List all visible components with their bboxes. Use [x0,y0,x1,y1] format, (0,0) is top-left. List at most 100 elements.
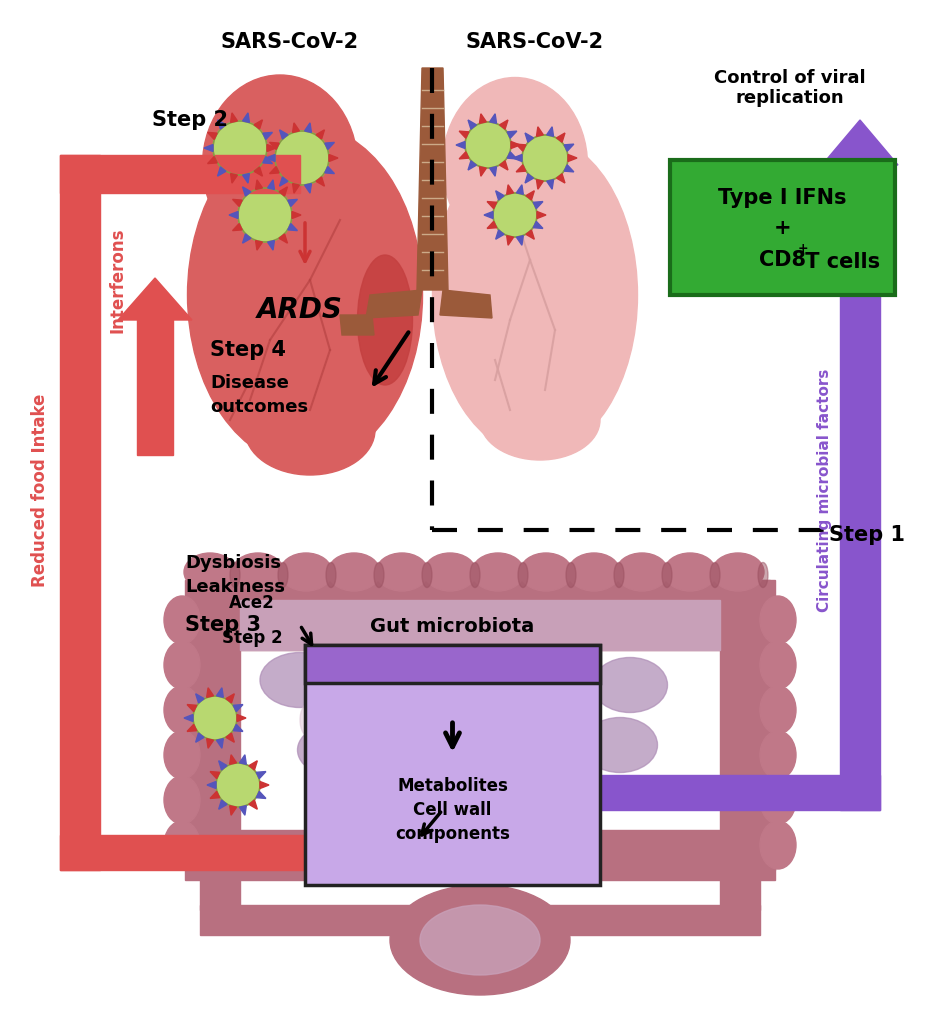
Polygon shape [249,800,258,809]
Ellipse shape [508,668,583,723]
Polygon shape [217,120,226,129]
Polygon shape [279,233,288,243]
Polygon shape [292,212,301,218]
Polygon shape [254,120,262,129]
Polygon shape [210,792,220,799]
Polygon shape [490,114,496,123]
Ellipse shape [260,652,340,708]
Text: Step 4: Step 4 [210,340,286,360]
Polygon shape [229,806,237,815]
Text: T cells: T cells [797,252,880,272]
Polygon shape [316,130,324,139]
Polygon shape [533,221,543,228]
Polygon shape [507,236,513,245]
Polygon shape [487,202,496,209]
Polygon shape [568,155,577,162]
Ellipse shape [432,790,508,840]
Text: Step 1: Step 1 [829,525,905,545]
Ellipse shape [480,702,500,737]
Polygon shape [243,186,251,196]
Text: +: + [797,242,808,255]
Text: Step 2: Step 2 [152,110,228,130]
Polygon shape [266,155,275,162]
Text: Ace2: Ace2 [229,594,274,612]
Polygon shape [268,180,274,189]
Polygon shape [229,755,237,764]
Polygon shape [219,800,227,809]
Ellipse shape [760,821,796,869]
Polygon shape [263,132,273,139]
Polygon shape [516,165,525,172]
Polygon shape [459,152,469,159]
Polygon shape [137,315,173,455]
Polygon shape [468,120,477,129]
Polygon shape [490,167,496,176]
Polygon shape [508,152,517,159]
Ellipse shape [420,905,540,975]
Polygon shape [316,177,324,186]
Ellipse shape [432,135,637,455]
FancyBboxPatch shape [670,160,895,295]
Polygon shape [187,724,196,731]
Ellipse shape [760,776,796,824]
Ellipse shape [328,553,380,591]
Polygon shape [487,221,496,228]
Ellipse shape [164,596,200,644]
Text: Interferons: Interferons [109,227,127,333]
Polygon shape [229,212,238,218]
Polygon shape [230,113,238,123]
Ellipse shape [566,562,576,588]
Polygon shape [60,155,300,193]
Polygon shape [292,183,300,194]
Ellipse shape [335,785,405,835]
Polygon shape [533,202,543,209]
FancyBboxPatch shape [305,645,600,683]
Polygon shape [525,174,533,183]
Ellipse shape [164,731,200,779]
Text: Type I IFNs: Type I IFNs [718,188,847,208]
Polygon shape [240,806,246,815]
Polygon shape [279,130,288,139]
Ellipse shape [357,255,413,385]
Circle shape [275,131,329,185]
Polygon shape [511,141,520,148]
Polygon shape [292,123,300,132]
Circle shape [238,188,292,242]
Polygon shape [325,167,335,174]
Text: SARS-CoV-2: SARS-CoV-2 [221,32,359,52]
Ellipse shape [614,562,624,588]
Text: SARS-CoV-2: SARS-CoV-2 [466,32,604,52]
Polygon shape [233,724,243,731]
Ellipse shape [232,553,284,591]
Ellipse shape [164,641,200,689]
Polygon shape [499,161,508,170]
Ellipse shape [376,553,428,591]
Ellipse shape [424,553,476,591]
Polygon shape [720,580,775,870]
Text: Gut microbiota: Gut microbiota [370,616,535,636]
Polygon shape [479,114,486,123]
Polygon shape [200,905,420,935]
Polygon shape [526,230,534,240]
Polygon shape [547,179,554,189]
Polygon shape [516,236,524,245]
Polygon shape [270,142,279,150]
Ellipse shape [760,731,796,779]
Polygon shape [556,133,565,142]
Polygon shape [305,183,311,194]
Ellipse shape [480,380,600,460]
Polygon shape [459,131,469,138]
Polygon shape [556,174,565,183]
Ellipse shape [592,657,667,713]
Polygon shape [196,694,204,703]
Ellipse shape [664,553,716,591]
Ellipse shape [280,553,332,591]
Polygon shape [226,694,234,703]
Ellipse shape [570,702,590,737]
Polygon shape [185,830,775,880]
FancyBboxPatch shape [305,645,600,885]
Ellipse shape [480,727,560,782]
Polygon shape [240,600,720,650]
Polygon shape [118,278,192,319]
Polygon shape [216,738,224,749]
